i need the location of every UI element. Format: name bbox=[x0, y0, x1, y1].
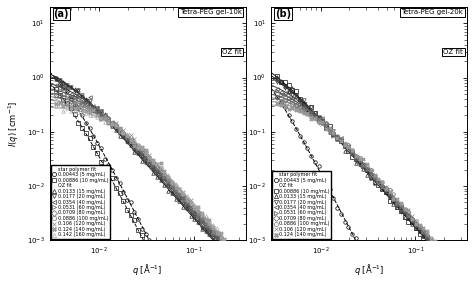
Y-axis label: $I(q)$ [cm$^{-1}$]: $I(q)$ [cm$^{-1}$] bbox=[7, 100, 21, 147]
Text: OZ fit: OZ fit bbox=[443, 49, 463, 55]
Legend: star polymer fit, 0.00443 (5 mg/mL), OZ fit, 0.00886 (10 mg/mL), 0.0133 (15 mg/m: star polymer fit, 0.00443 (5 mg/mL), OZ … bbox=[273, 171, 331, 239]
Text: (a): (a) bbox=[54, 9, 69, 19]
X-axis label: $q$ [Å$^{-1}$]: $q$ [Å$^{-1}$] bbox=[132, 262, 163, 277]
Text: Tetra-PEG gel-10k: Tetra-PEG gel-10k bbox=[180, 9, 242, 15]
Legend: star polymer fit, 0.00443 (5 mg/mL), 0.00886 (10 mg/mL), OZ fit, 0.0133 (15 mg/m: star polymer fit, 0.00443 (5 mg/mL), 0.0… bbox=[51, 165, 110, 239]
Text: OZ fit: OZ fit bbox=[222, 49, 242, 55]
Text: (b): (b) bbox=[275, 9, 291, 19]
Text: Tetra-PEG gel-20k: Tetra-PEG gel-20k bbox=[401, 9, 463, 15]
X-axis label: $q$ [Å$^{-1}$]: $q$ [Å$^{-1}$] bbox=[354, 262, 384, 277]
